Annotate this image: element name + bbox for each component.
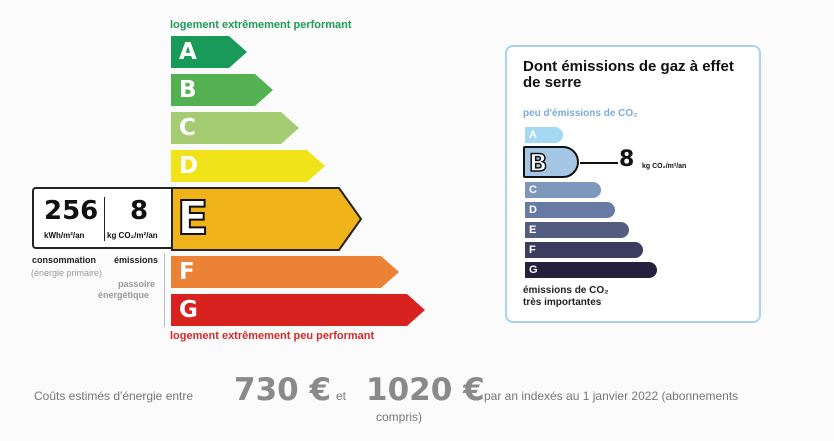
ges-class-letter: E [529,224,537,236]
ges-low-label: peu d'émissions de CO₂ [523,108,638,119]
value-divider [104,197,105,241]
energy-class-c-bar: C [171,112,299,144]
consumption-subcaption: (énergie primaire) [31,268,103,278]
cost-suffix-2: compris) [376,410,423,424]
cost-and: et [336,389,347,403]
ges-class-letter: G [529,264,538,276]
energy-class-g-bar: G [171,294,425,326]
ges-class-letter: A [529,129,537,141]
class-letter: G [179,297,198,323]
energy-class-a-bar: A [171,36,247,68]
ges-class-e-bar: E [525,222,629,238]
cost-prefix: Coûts estimés d'énergie entre [34,389,194,403]
energy-class-e-bar-current: E [171,187,363,251]
ges-high-label-line1: émissions de CO₂ [523,285,609,296]
ges-class-a-bar: A [525,127,563,143]
ges-high-label-line2: très importantes [523,297,602,308]
ges-class-letter: F [529,244,536,256]
energy-class-b-bar: B [171,74,273,106]
ges-class-c-bar: C [525,182,601,198]
emissions-unit: kg CO₂/m²/an [107,231,158,240]
current-class-letter: E [176,191,209,245]
consumption-caption: consommation [32,255,97,265]
emissions-caption: émissions [114,255,159,265]
passoire-divider [164,253,165,327]
energy-class-d-bar: D [171,150,325,182]
class-letter: C [179,115,196,141]
ges-value: 8 [619,147,635,172]
ges-current-letter: B [528,148,548,178]
emissions-value: 8 [130,196,149,226]
ges-panel: Dont émissions de gaz à effet de serre p… [505,45,761,323]
ges-class-f-bar: F [525,242,643,258]
ges-class-b-current: B [523,146,579,178]
ges-unit: kg CO₂/m²/an [642,163,687,170]
bottom-performance-label: logement extrêmement peu performant [170,330,375,342]
class-letter: D [179,153,199,179]
ges-class-letter: D [529,204,537,216]
passoire-label-1: passoire [118,279,156,289]
consumption-value: 256 [44,196,99,226]
passoire-label-2: énergétique [98,290,150,300]
class-letter: A [179,39,197,65]
ges-value-pointer [580,162,618,164]
ges-class-letter: C [529,184,537,196]
consumption-unit: kWh/m²/an [44,231,85,240]
cost-high: 1020 € [366,372,485,408]
class-letter: F [179,259,195,285]
ges-class-g-bar: G [525,262,657,278]
top-performance-label: logement extrêmement performant [170,19,352,31]
ges-class-d-bar: D [525,202,615,218]
cost-estimate: Coûts estimés d'énergie entre 730 € et 1… [0,372,834,432]
cost-suffix: par an indexés au 1 janvier 2022 (abonne… [484,389,739,403]
energy-value-box: 256 kWh/m²/an 8 kg CO₂/m²/an [32,187,172,249]
ges-title: Dont émissions de gaz à effet de serre [523,58,734,91]
cost-low: 730 € [234,372,332,408]
ges-high-label: émissions de CO₂ très importantes [523,285,609,309]
class-letter: B [179,77,197,103]
energy-class-f-bar: F [171,256,399,288]
